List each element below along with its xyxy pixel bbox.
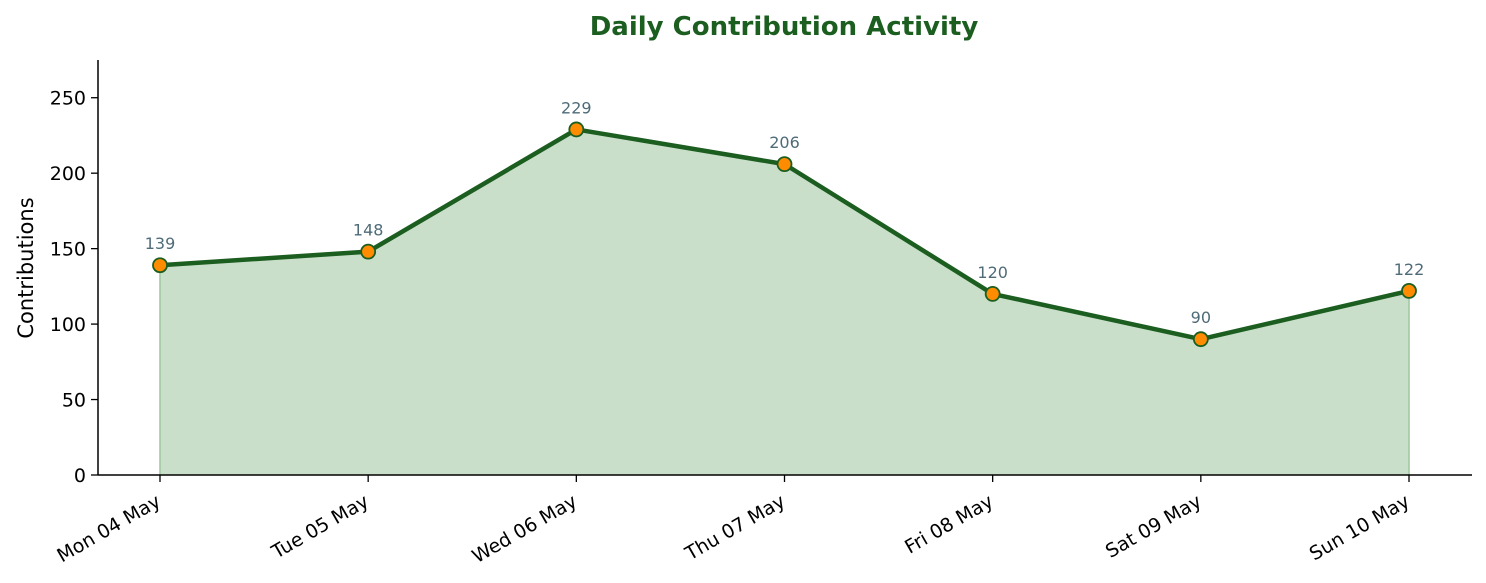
data-label: 206 [769,133,800,152]
data-label: 148 [353,221,384,240]
y-tick-label: 50 [62,390,86,412]
data-label: 90 [1191,308,1211,327]
data-label: 229 [561,98,592,117]
x-tick-label: Fri 08 May [901,490,997,558]
y-axis: 0 50 100 150 200 250 [50,60,99,487]
data-point [360,243,377,260]
x-axis: Mon 04 May Tue 05 May Wed 06 May Thu 07 May… [53,474,1472,568]
y-axis-title: Contributions [14,197,38,338]
data-label: 139 [145,234,176,253]
data-point [1192,331,1209,348]
data-label: 120 [977,263,1008,282]
area-fill [160,129,1409,475]
x-tick-label: Tue 05 May [267,490,372,564]
y-tick-label: 100 [50,314,86,336]
x-tick-label: Thu 07 May [681,490,789,565]
data-point [152,257,168,274]
x-tick-label: Sun 10 May [1306,490,1414,565]
x-tick-label: Wed 06 May [469,490,581,568]
y-tick-label: 200 [50,163,86,185]
y-tick-label: 0 [74,465,86,487]
y-tick-label: 150 [50,239,86,261]
x-tick-label: Sat 09 May [1102,490,1205,562]
x-tick-label: Mon 04 May [53,490,164,567]
plot-area: 139 148 229 206 120 90 122 [145,98,1425,475]
data-point [1401,282,1417,299]
y-tick-label: 250 [50,88,86,110]
data-label: 122 [1394,260,1425,279]
data-point [984,286,1001,302]
chart-title: Daily Contribution Activity [590,12,979,42]
data-point [776,156,793,173]
data-point [568,121,585,138]
